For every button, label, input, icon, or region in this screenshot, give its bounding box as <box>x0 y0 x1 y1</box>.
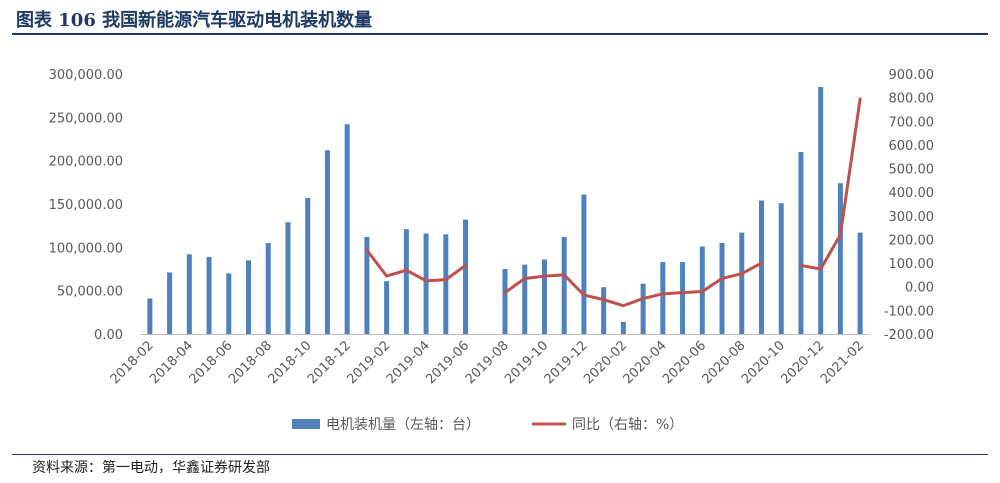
x-tick-label: 2021-02 <box>818 338 867 387</box>
bar <box>384 281 390 334</box>
bar <box>798 152 804 334</box>
y-right-tick-label: 500.00 <box>889 163 935 178</box>
bar <box>226 273 232 334</box>
bar <box>719 243 725 334</box>
bar <box>640 283 646 334</box>
y-right-tick-label: 700.00 <box>889 115 935 130</box>
title-bar: 图表 106 我国新能源汽车驱动电机装机数量 <box>0 0 1000 36</box>
y-right-tick-label: 900.00 <box>889 68 935 83</box>
yoy-line <box>799 97 862 271</box>
bar <box>285 222 291 334</box>
y-left-tick-label: 50,000.00 <box>57 285 123 300</box>
bar <box>265 243 271 334</box>
bar <box>818 87 824 334</box>
bar <box>620 321 626 334</box>
y-right-tick-label: 300.00 <box>889 210 935 225</box>
y-right-tick-label: -200.00 <box>884 328 934 343</box>
y-left-tick-label: 200,000.00 <box>49 155 123 170</box>
bar <box>167 272 173 334</box>
bar <box>581 194 587 334</box>
legend-bar-label: 电机装机量（左轴：台） <box>326 417 480 433</box>
yoy-line <box>503 261 763 308</box>
y-right-tick-label: 600.00 <box>889 139 935 154</box>
y-left-tick-label: 150,000.00 <box>49 198 123 213</box>
y-right-tick-label: 0.00 <box>905 281 934 296</box>
bar <box>186 254 192 334</box>
bar <box>463 219 469 334</box>
bar <box>541 259 547 334</box>
bar <box>305 197 311 334</box>
y-left-tick-label: 250,000.00 <box>49 111 123 126</box>
y-left-tick-label: 300,000.00 <box>49 68 123 83</box>
bar <box>423 233 429 334</box>
bar <box>324 150 330 334</box>
chart: 0.00 50,000.00 100,000.00 150,000.00 200,000… <box>49 68 935 433</box>
bar <box>680 262 686 334</box>
bar <box>778 203 784 334</box>
bar <box>857 232 863 334</box>
bar <box>758 200 764 334</box>
bar <box>147 298 153 334</box>
bar <box>443 234 449 334</box>
bar <box>837 183 843 334</box>
y-left-tick-label: 0.00 <box>94 328 123 343</box>
y-right-tick-label: 100.00 <box>889 257 935 272</box>
bar <box>502 269 508 334</box>
legend-line-label: 同比（右轴：%） <box>572 417 683 433</box>
title-divider <box>12 33 988 35</box>
bar <box>246 260 252 334</box>
yoy-line <box>365 248 468 283</box>
bar <box>403 229 409 334</box>
bar <box>601 287 607 334</box>
bar <box>206 256 212 334</box>
y-right-tick-label: -100.00 <box>884 304 934 319</box>
bar <box>739 232 745 334</box>
y-right-tick-label: 200.00 <box>889 233 935 248</box>
bar <box>561 236 567 334</box>
legend-bar-swatch <box>292 419 320 429</box>
y-right-tick-label: 400.00 <box>889 186 935 201</box>
y-left-tick-label: 100,000.00 <box>49 241 123 256</box>
bar <box>522 264 528 334</box>
bar <box>660 262 666 334</box>
bar <box>364 236 370 334</box>
page-title: 图表 106 我国新能源汽车驱动电机装机数量 <box>16 10 373 31</box>
y-right-tick-label: 800.00 <box>889 92 935 107</box>
bar <box>344 124 350 335</box>
footer-divider <box>12 454 988 455</box>
source-note: 资料来源：第一电动，华鑫证券研发部 <box>32 460 270 476</box>
